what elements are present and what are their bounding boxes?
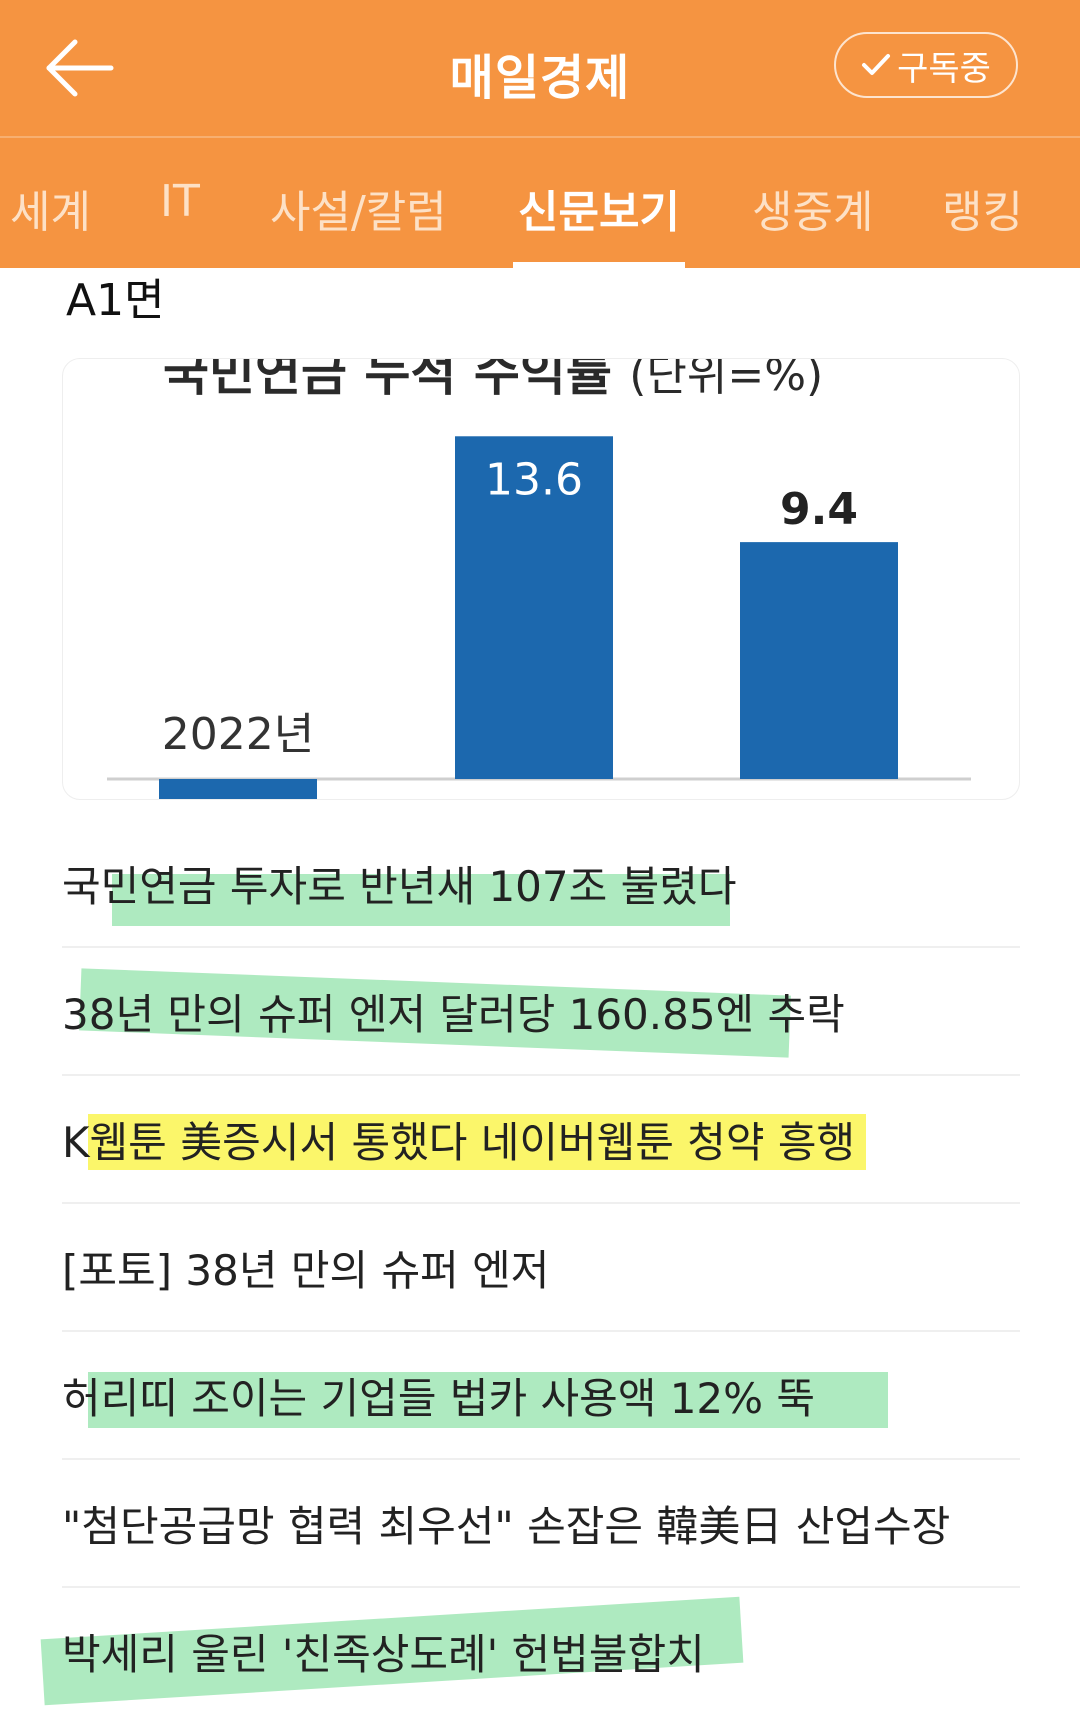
yellow-highlight (88, 1114, 866, 1170)
chart-unit: (단위=%) (629, 358, 824, 401)
tab-live[interactable]: 생중계 (752, 187, 874, 238)
article-title: "첨단공급망 협력 최우선" 손잡은 韓美日 산업수장 (62, 1501, 951, 1551)
back-button[interactable] (40, 34, 120, 102)
chart-bar-0 (159, 779, 317, 799)
chart-title: 국민연금 누적 수익률 (단위=%) (163, 358, 824, 405)
app-title: 매일경제 (449, 50, 631, 106)
article-item[interactable]: K웹툰 美증시서 통했다 네이버웹툰 청약 흥행 (62, 1076, 1020, 1204)
article-item[interactable]: 허리띠 조이는 기업들 법카 사용액 12% 뚝 (62, 1332, 1020, 1460)
bar-chart: 2022년 13.6 9.4 (107, 436, 971, 799)
tab-it[interactable]: IT (160, 176, 200, 227)
chart-data-label-1: 13.6 (485, 454, 583, 505)
tab-world[interactable]: 세계 (10, 187, 91, 238)
app-header: 매일경제 구독중 세계 IT 사설/칼럼 신문보기 생중계 랭킹 (0, 0, 1080, 268)
subscribe-label: 구독중 (897, 48, 991, 89)
arrow-left-icon (46, 39, 114, 97)
article-title: 38년 만의 슈퍼 엔저 달러당 160.85엔 추락 (62, 989, 845, 1039)
article-item[interactable]: "첨단공급망 협력 최우선" 손잡은 韓美日 산업수장 (62, 1460, 1020, 1588)
subscribe-button[interactable]: 구독중 (834, 32, 1018, 98)
category-tabs: 세계 IT 사설/칼럼 신문보기 생중계 랭킹 (0, 138, 1080, 268)
chart-bar-2 (740, 542, 898, 779)
article-title: K웹툰 美증시서 통했다 네이버웹툰 청약 흥행 (62, 1117, 856, 1167)
header-divider (0, 136, 1080, 138)
check-icon (862, 54, 891, 75)
article-title: 국민연금 투자로 반년새 107조 불렸다 (62, 861, 737, 911)
green-highlight (112, 874, 730, 926)
chart-data-label-0: 2022년 (162, 709, 314, 760)
tab-newspaper[interactable]: 신문보기 (518, 187, 680, 238)
article-item[interactable]: 박세리 울린 '친족상도례' 헌법불합치 (40, 1588, 1020, 1714)
article-item[interactable]: [포토] 38년 만의 슈퍼 엔저 (62, 1204, 1020, 1332)
page-label: A1면 (66, 275, 165, 326)
chart-card[interactable]: 국민연금 누적 수익률 (단위=%) 2022년 13.6 9.4 (62, 358, 1020, 800)
tab-ranking[interactable]: 랭킹 (942, 187, 1023, 238)
tab-editorial[interactable]: 사설/칼럼 (270, 187, 447, 238)
article-item[interactable]: 국민연금 투자로 반년새 107조 불렸다 (62, 820, 1020, 948)
top-bar: 매일경제 구독중 (0, 0, 1080, 136)
article-title: [포토] 38년 만의 슈퍼 엔저 (62, 1245, 550, 1295)
article-title: 허리띠 조이는 기업들 법카 사용액 12% 뚝 (62, 1373, 816, 1423)
green-highlight (88, 1372, 888, 1428)
article-title: 박세리 울린 '친족상도례' 헌법불합치 (62, 1629, 705, 1679)
chart-title-text: 국민연금 누적 수익률 (163, 358, 612, 402)
chart-data-label-2: 9.4 (780, 484, 858, 535)
chart-bar-1 (455, 436, 613, 779)
active-tab-indicator (513, 262, 685, 268)
article-item[interactable]: 38년 만의 슈퍼 엔저 달러당 160.85엔 추락 (62, 948, 1020, 1076)
article-list: 국민연금 투자로 반년새 107조 불렸다 38년 만의 슈퍼 엔저 달러당 1… (40, 820, 1020, 1714)
